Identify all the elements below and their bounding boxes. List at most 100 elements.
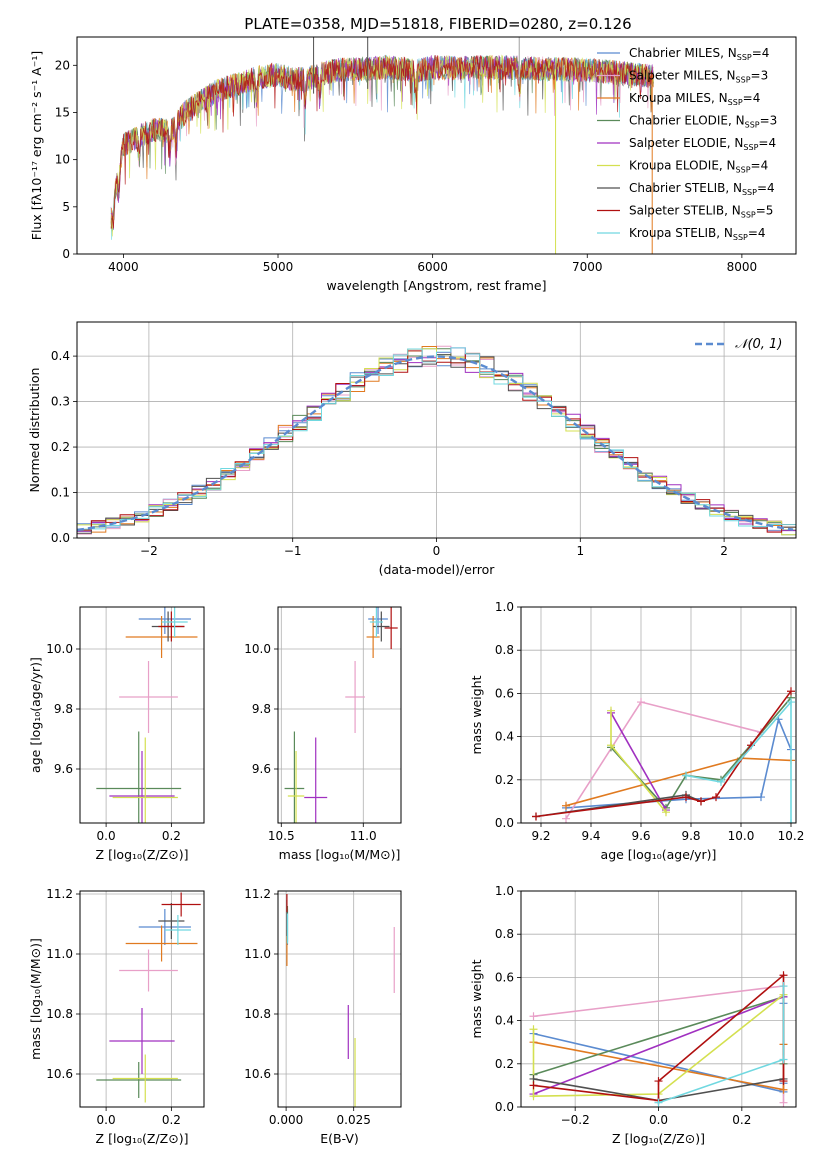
x-axis-label: age [log₁₀(age/yr)]: [601, 847, 717, 862]
weight-marker: [682, 793, 690, 802]
y-tick-label: 11.0: [46, 947, 73, 961]
legend-entry-1: Chabrier MILES, NSSP=4: [629, 46, 769, 62]
y-tick-label: 11.2: [46, 887, 73, 901]
x-tick-label: 10.0: [728, 829, 755, 843]
axes-frame: [79, 890, 205, 1108]
spectrum-line-8: [110, 54, 654, 229]
weight-line-9: [685, 699, 792, 823]
legend-subscript: SSP: [736, 166, 751, 175]
weight-marker: [529, 1081, 538, 1090]
y-tick-label: 0.1: [51, 486, 70, 500]
errorbar-point-9: [164, 915, 191, 945]
x-tick-label: 0.000: [269, 1113, 303, 1127]
weight-marker: [562, 801, 570, 810]
axes-frame: [520, 606, 797, 824]
legend-tail: =3: [760, 114, 778, 128]
weight-marker: [712, 793, 720, 802]
y-tick-label: 0.6: [495, 970, 514, 984]
weight-line-4: [610, 697, 792, 810]
legend-entry-9: Kroupa STELIB, NSSP=4: [629, 226, 766, 242]
x-tick-label: 9.6: [631, 829, 650, 843]
errorbar-point-8: [158, 611, 185, 642]
plot-area: [77, 322, 796, 538]
errorbar-point-8: [384, 607, 398, 649]
x-axis-label: Z [log₁₀(Z/Z⊙)]: [96, 1131, 189, 1146]
y-tick-label: 0.2: [495, 773, 514, 787]
errorbar-point-1: [138, 909, 191, 945]
legend-normal-label: 𝒩(0, 1): [735, 337, 782, 352]
weight-marker: [787, 687, 795, 696]
x-tick-label: −0.2: [561, 1113, 590, 1127]
legend-entry-8: Salpeter STELIB, NSSP=5: [629, 204, 773, 220]
y-tick-label: 10.8: [244, 1007, 271, 1021]
errorbar-point-1: [138, 607, 191, 634]
y-tick-label: 9.6: [54, 762, 73, 776]
weight-line-8: [535, 690, 792, 818]
errorbar-point-4: [96, 731, 182, 823]
weight-marker: [529, 1092, 538, 1101]
x-tick-label: 0.2: [162, 1113, 181, 1127]
x-tick-label: 0.2: [162, 829, 181, 843]
panel-weight-vs-Z: −0.2 0.0 0.2 0.0 0.2 0.4 0.6 0.8 1.0 Z [log₁₀(Z/Z…: [469, 884, 797, 1146]
legend-subscript: SSP: [743, 143, 758, 152]
axes-frame: [76, 36, 797, 255]
x-tick-label: 2: [720, 544, 728, 558]
x-tick-label: 4000: [108, 260, 139, 274]
y-axis-label: mass weight: [469, 675, 484, 754]
legend-entry-4: Chabrier ELODIE, NSSP=3: [629, 114, 777, 130]
legend-tail: =5: [756, 204, 774, 218]
x-axis-label: mass [log₁₀(M/M⊙)]: [279, 847, 401, 862]
x-tick-label: 0: [433, 544, 441, 558]
x-tick-label: 5000: [263, 260, 294, 274]
y-axis-label: mass [log₁₀(M/M⊙)]: [28, 938, 43, 1060]
weight-marker: [532, 812, 540, 821]
x-tick-label: 0.2: [732, 1113, 751, 1127]
y-tick-label: 0.2: [51, 440, 70, 454]
x-tick-label: 8000: [727, 260, 758, 274]
panel-age-vs-mass: 10.5 11.0 9.6 9.8 10.0 mass [log₁₀(M/M⊙)]: [244, 606, 402, 862]
y-tick-label: 11.0: [244, 947, 271, 961]
legend-subscript: SSP: [742, 188, 757, 197]
x-tick-label: 6000: [417, 260, 448, 274]
y-tick-label: 10.8: [46, 1007, 73, 1021]
histogram-9: [77, 347, 796, 538]
errorbar-point-2: [119, 949, 178, 992]
errorbar-point-4: [284, 731, 305, 823]
plot-area: [80, 891, 204, 1107]
legend-tail: =4: [748, 226, 766, 240]
y-tick-label: 15: [55, 105, 70, 119]
errorbar-point-9: [161, 607, 188, 637]
weight-marker: [717, 777, 725, 786]
weight-marker: [662, 808, 670, 817]
legend-entry-5: Salpeter ELODIE, NSSP=4: [629, 136, 776, 152]
plot-area: [521, 607, 796, 823]
errorbar-point-6: [287, 751, 305, 823]
weight-marker: [779, 1055, 788, 1064]
panel-mass-vs-Z: 0.0 0.2 10.6 10.8 11.0 11.2 Z [log₁₀(Z/Z⊙)] mas…: [28, 887, 205, 1146]
y-tick-label: 9.8: [252, 702, 271, 716]
y-tick-label: 10.6: [244, 1067, 271, 1081]
axes-frame: [520, 890, 797, 1108]
y-tick-label: 0.8: [495, 927, 514, 941]
x-tick-label: 9.8: [681, 829, 700, 843]
y-tick-label: 0.4: [495, 1014, 514, 1028]
y-tick-label: 10.0: [244, 642, 271, 656]
y-tick-label: 0.0: [495, 816, 514, 830]
normal-reference-curve: [77, 355, 794, 532]
panel-spectrum: 4000 5000 6000 7000 8000 0 5 10 15 20 wavelength […: [29, 36, 797, 293]
y-tick-label: 0.4: [495, 730, 514, 744]
panel-age-vs-Z: 0.0 0.2 9.6 9.8 10.0 Z [log₁₀(Z/Z⊙)] age [log₁…: [28, 606, 205, 862]
errorbar-point-5: [109, 1008, 175, 1074]
legend-tail: =4: [757, 181, 775, 195]
weight-marker: [529, 1012, 538, 1021]
y-tick-label: 0.0: [51, 531, 70, 545]
errorbar-point-3: [125, 616, 198, 658]
y-tick-label: 5: [62, 200, 70, 214]
errorbar-point-4: [96, 1062, 182, 1098]
x-tick-label: 10.5: [268, 829, 295, 843]
errorbar-point-5: [304, 737, 328, 823]
weight-line-6: [532, 994, 784, 1098]
spectrum-legend: Chabrier MILES, NSSP=4 Salpeter MILES, NS…: [597, 46, 777, 242]
y-tick-label: 10: [55, 153, 70, 167]
